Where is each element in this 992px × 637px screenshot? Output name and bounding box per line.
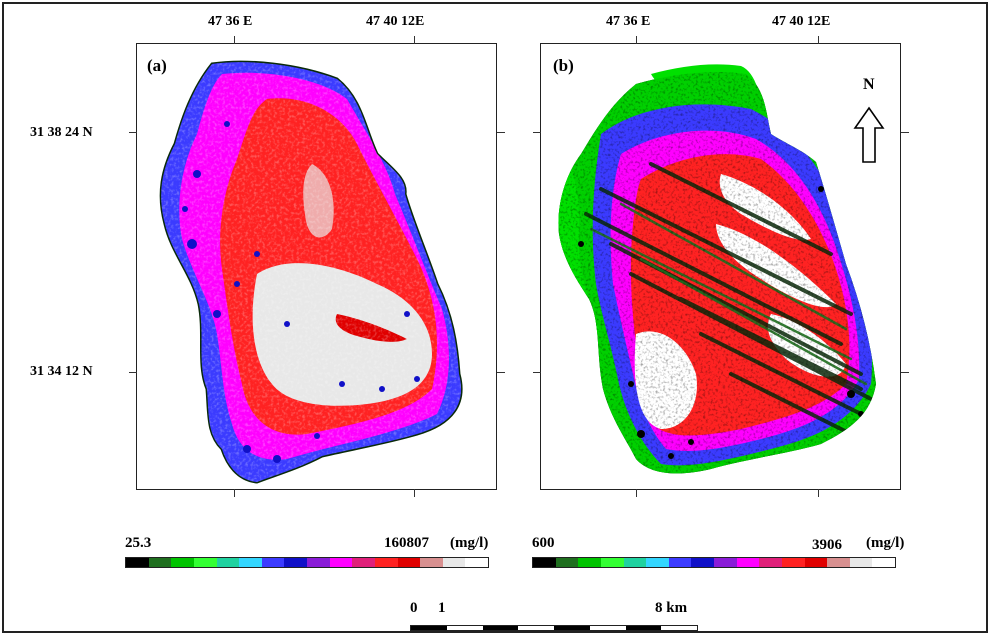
- colorbar-a-swatch-11: [374, 558, 398, 567]
- legend-b-max: 3906: [812, 537, 842, 553]
- lon-label-b-2: 47 40 12E: [772, 14, 831, 29]
- tick-bottom-a1: [234, 489, 235, 497]
- colorbar-a-swatch-15: [465, 558, 488, 567]
- scale-label-end: 8 km: [655, 600, 688, 616]
- colorbar-b-swatch-3: [600, 558, 624, 567]
- colorbar-a-swatch-14: [442, 558, 466, 567]
- colorbar-a-swatch-4: [216, 558, 240, 567]
- legend-a-max: 160807: [384, 535, 429, 551]
- colorbar-a: [125, 557, 489, 568]
- map-panel-a: (a): [136, 43, 497, 490]
- colorbar-b-swatch-15: [872, 558, 895, 567]
- colorbar-b-swatch-1: [555, 558, 579, 567]
- legend-b-unit: (mg/l): [866, 535, 905, 551]
- tick-right-b2: [901, 372, 909, 373]
- colorbar-a-swatch-12: [397, 558, 421, 567]
- colorbar-b-swatch-6: [668, 558, 692, 567]
- colorbar-b-swatch-7: [691, 558, 714, 567]
- tick-bottom-b1: [636, 489, 637, 497]
- scale-label-zero: 0: [410, 600, 418, 616]
- lon-label-a-1: 47 36 E: [208, 14, 253, 29]
- scale-bar: [410, 625, 698, 631]
- colorbar-a-swatch-7: [284, 558, 307, 567]
- scale-label-one: 1: [438, 600, 446, 616]
- colorbar-a-swatch-9: [329, 558, 353, 567]
- colorbar-b-swatch-13: [827, 558, 850, 567]
- colorbar-a-swatch-3: [193, 558, 217, 567]
- colorbar-b-swatch-11: [781, 558, 805, 567]
- panel-b-label: (b): [553, 56, 574, 75]
- tick-right-a2: [497, 372, 505, 373]
- colorbar-b-swatch-4: [623, 558, 647, 567]
- lon-label-b-1: 47 36 E: [606, 14, 651, 29]
- colorbar-b-swatch-0: [533, 558, 556, 567]
- colorbar-a-swatch-8: [307, 558, 330, 567]
- tick-bottom-a2: [414, 489, 415, 497]
- colorbar-a-swatch-5: [239, 558, 262, 567]
- panel-a-label: (a): [147, 56, 167, 75]
- map-a-raster: [159, 60, 463, 484]
- map-b-raster: [558, 64, 877, 474]
- colorbar-a-swatch-1: [148, 558, 172, 567]
- tick-bottom-b2: [818, 489, 819, 497]
- colorbar-a-swatch-2: [171, 558, 194, 567]
- north-label: N: [863, 76, 875, 93]
- lat-label-1: 31 38 24 N: [30, 125, 93, 140]
- tick-right-a1: [497, 132, 505, 133]
- colorbar-b-swatch-5: [646, 558, 669, 567]
- colorbar-a-swatch-0: [126, 558, 149, 567]
- legend-a-unit: (mg/l): [450, 535, 489, 551]
- north-arrow-icon: [853, 106, 885, 163]
- legend-a-min: 25.3: [125, 535, 152, 551]
- tick-top-a2: [414, 36, 415, 44]
- colorbar-b-swatch-14: [849, 558, 873, 567]
- colorbar-b-swatch-9: [736, 558, 760, 567]
- colorbar-a-swatch-6: [261, 558, 285, 567]
- tick-left-a2: [129, 372, 137, 373]
- tick-left-b2: [533, 372, 541, 373]
- lon-label-a-2: 47 40 12E: [366, 14, 425, 29]
- colorbar-b-swatch-2: [578, 558, 601, 567]
- colorbar-a-swatch-13: [420, 558, 443, 567]
- colorbar-b-swatch-10: [759, 558, 782, 567]
- colorbar-b: [532, 557, 896, 568]
- colorbar-b-swatch-8: [714, 558, 737, 567]
- tick-left-a1: [129, 132, 137, 133]
- tick-right-b1: [901, 132, 909, 133]
- tick-top-b2: [818, 36, 819, 44]
- legend-b-min: 600: [532, 535, 555, 551]
- colorbar-a-swatch-10: [352, 558, 375, 567]
- tick-top-a1: [234, 36, 235, 44]
- tick-left-b1: [533, 132, 541, 133]
- map-panel-b: (b) N: [540, 43, 901, 490]
- lat-label-2: 31 34 12 N: [30, 364, 93, 379]
- colorbar-b-swatch-12: [804, 558, 828, 567]
- tick-top-b1: [636, 36, 637, 44]
